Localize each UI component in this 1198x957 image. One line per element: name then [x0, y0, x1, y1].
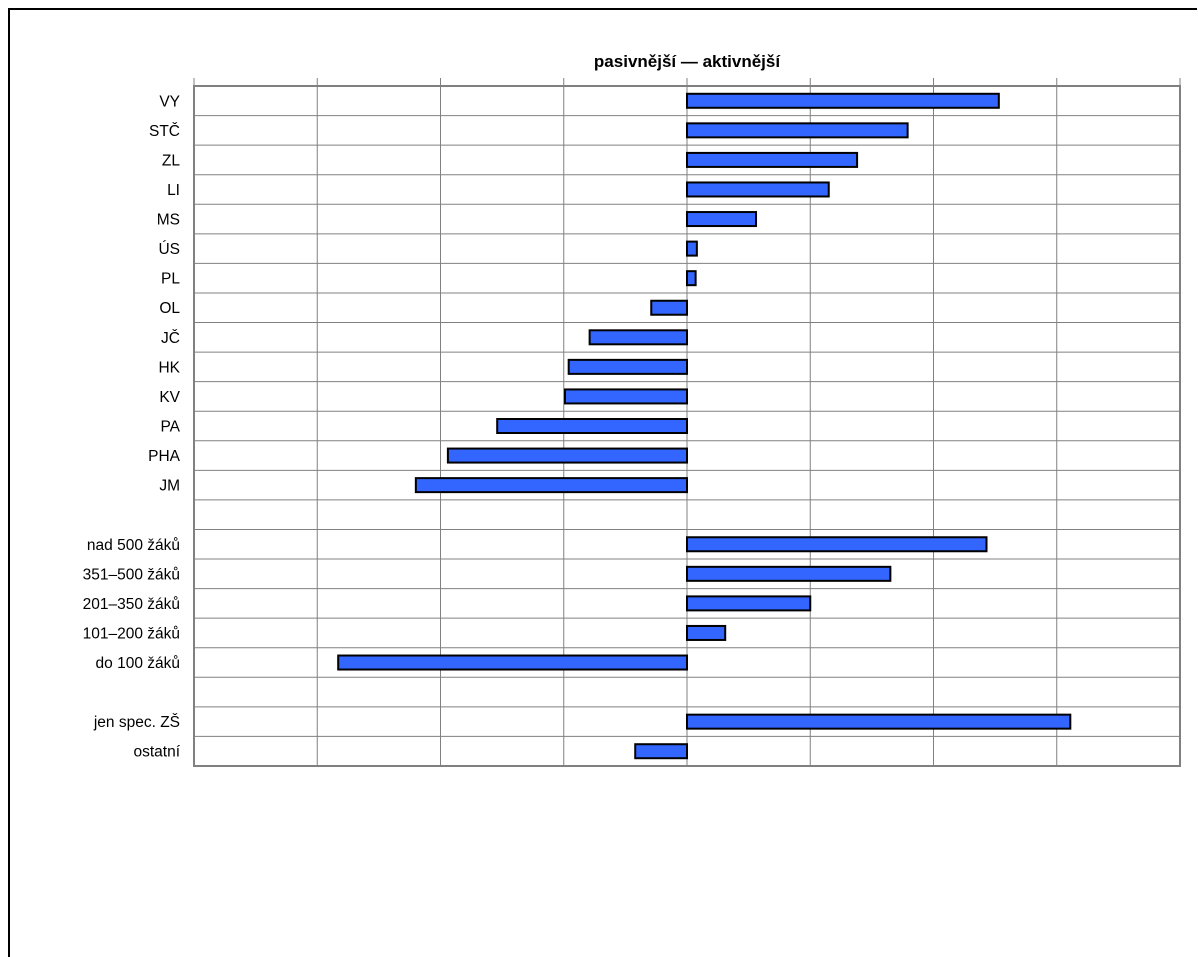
category-label: ZL: [162, 152, 180, 169]
chart-frame: [8, 8, 1197, 957]
category-label: LI: [167, 182, 180, 199]
bar: [686, 595, 812, 612]
chart-title: pasivnější — aktivnější: [594, 52, 781, 71]
plot-border: [193, 85, 1181, 767]
category-label: OL: [159, 300, 180, 317]
category-label: VY: [159, 93, 180, 110]
bar: [686, 92, 1000, 109]
bar: [337, 654, 688, 671]
category-label: ostatní: [133, 744, 180, 761]
category-label: do 100 žáků: [96, 655, 180, 672]
category-label: MS: [157, 212, 180, 229]
category-labels: VY STČ ZL LI MS ÚS PL OL JČ HK KV PA PHA JM nad 500 žá…: [83, 93, 181, 760]
category-label: JM: [159, 478, 180, 495]
bar: [686, 713, 1072, 730]
category-label: jen spec. ZŠ: [93, 714, 180, 731]
category-label: nad 500 žáků: [87, 537, 180, 554]
bar: [563, 388, 688, 405]
bar: [686, 240, 698, 257]
category-label: KV: [159, 389, 180, 406]
bar: [446, 447, 688, 464]
bar: [686, 270, 697, 287]
category-label: STČ: [149, 123, 180, 140]
bar: [686, 536, 988, 553]
bar: [686, 151, 859, 168]
bar: [650, 299, 689, 316]
category-label: PA: [160, 419, 180, 436]
category-label: PHA: [148, 448, 181, 465]
bar: [567, 358, 688, 375]
category-label: PL: [161, 271, 180, 288]
bar: [686, 624, 727, 641]
bar: [496, 418, 688, 434]
category-label: JČ: [161, 330, 180, 347]
category-label: 101–200 žáků: [83, 625, 180, 642]
bar: [588, 329, 689, 346]
category-label: 201–350 žáků: [83, 596, 180, 613]
bar: [686, 565, 892, 582]
category-label: HK: [158, 359, 180, 376]
category-label: 351–500 žáků: [83, 566, 180, 583]
axes: [193, 85, 1181, 767]
bar: [686, 211, 758, 228]
category-label: ÚS: [158, 241, 180, 258]
bar: [414, 477, 688, 494]
bar: [686, 122, 909, 139]
bars: [337, 92, 1072, 760]
bar: [686, 181, 830, 198]
bar: [634, 743, 688, 760]
